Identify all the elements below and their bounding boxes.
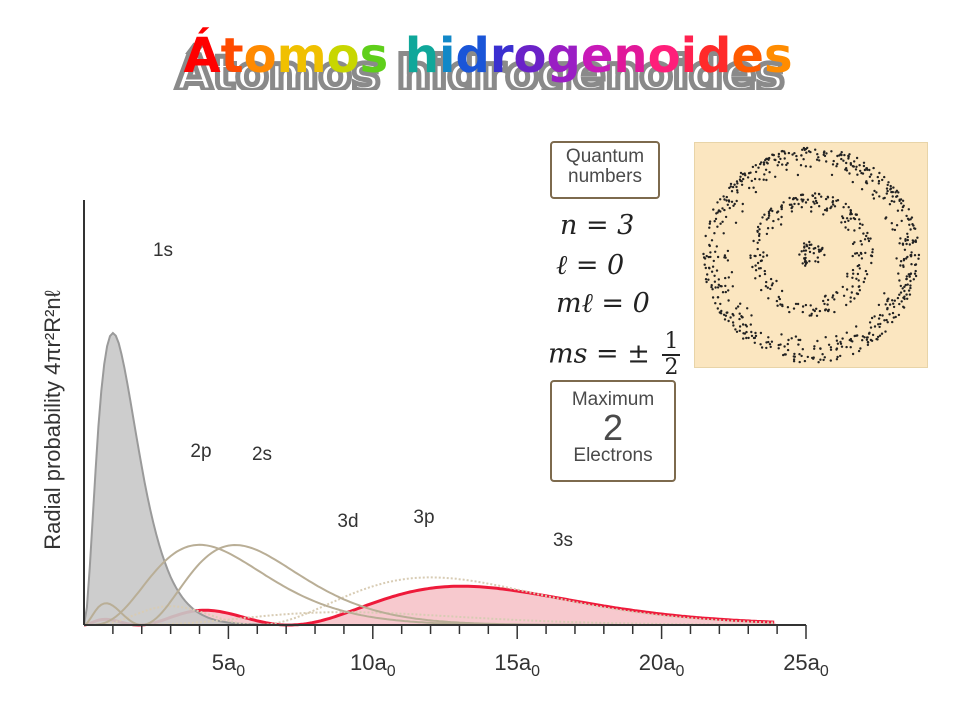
title-letter: s	[360, 28, 389, 84]
quantum-ms-numerator: 1	[662, 329, 681, 357]
series-label-3s: 3s	[553, 530, 573, 551]
quantum-ms-denominator: 2	[664, 355, 679, 381]
x-tick-label: 20a0	[639, 650, 685, 680]
title-letter: o	[327, 28, 360, 84]
max-line1: Maximum	[571, 389, 655, 410]
title-letter: g	[547, 28, 581, 84]
title-letter: n	[613, 28, 647, 84]
title-letter: s	[764, 28, 793, 84]
quantum-ml: mℓ = 0	[556, 288, 650, 319]
quantum-ms-prefix: ms = ±	[548, 338, 650, 370]
x-tick-label: 10a0	[350, 650, 396, 680]
series-fill-1s	[84, 333, 778, 625]
electron-cloud-image	[694, 142, 928, 368]
title-letter: d	[697, 28, 731, 84]
series-line-3s	[83, 584, 775, 627]
title-letter: i	[681, 28, 697, 84]
quantum-label-line2: numbers	[568, 165, 642, 187]
series-label-2p: 2p	[190, 441, 211, 462]
series-label-3p: 3p	[413, 507, 434, 528]
maximum-electrons-box: Maximum 2 Electrons	[550, 380, 676, 482]
title-letter: o	[244, 28, 277, 84]
title-letter: h	[405, 28, 439, 84]
quantum-l: ℓ = 0	[556, 250, 625, 281]
y-axis-label: Radial probability 4πr²R²nℓ	[40, 289, 65, 549]
page-title: Átomos hidrogenoides Átomos hidrogenoide…	[173, 27, 793, 90]
title-letter: i	[439, 28, 455, 84]
quantum-n: n = 3	[560, 210, 635, 241]
svg-text:Átomos hidrogenoides: Átomos hidrogenoides	[176, 45, 785, 90]
quantum-label-line1: Quantum	[565, 146, 645, 167]
quantum-ms: ms = ± 1 2	[548, 329, 681, 381]
title-letter: m	[277, 28, 327, 84]
svg-text:Átomos hidrogenoides: Átomos hidrogenoides	[183, 27, 792, 84]
title-letter: e	[581, 28, 614, 84]
title-letter: e	[731, 28, 764, 84]
series-fill-3s	[84, 586, 778, 625]
title-letter: d	[455, 28, 489, 84]
x-tick-label: 15a0	[494, 650, 540, 680]
title-letter: r	[490, 28, 514, 84]
series-label-2s: 2s	[252, 444, 272, 465]
title-letter: t	[221, 28, 244, 84]
title-letter: o	[514, 28, 547, 84]
series-label-1s: 1s	[153, 240, 173, 261]
title-letter: Á	[183, 27, 220, 84]
series-line-3d	[84, 611, 775, 626]
series-label-3d: 3d	[337, 511, 358, 532]
x-tick-label: 5a0	[212, 650, 245, 680]
title-letter: o	[648, 28, 681, 84]
max-line2: Electrons	[573, 444, 653, 466]
max-value: 2	[602, 406, 624, 448]
quantum-numbers-box: Quantum numbers	[550, 141, 660, 199]
x-tick-label: 25a0	[783, 650, 829, 680]
